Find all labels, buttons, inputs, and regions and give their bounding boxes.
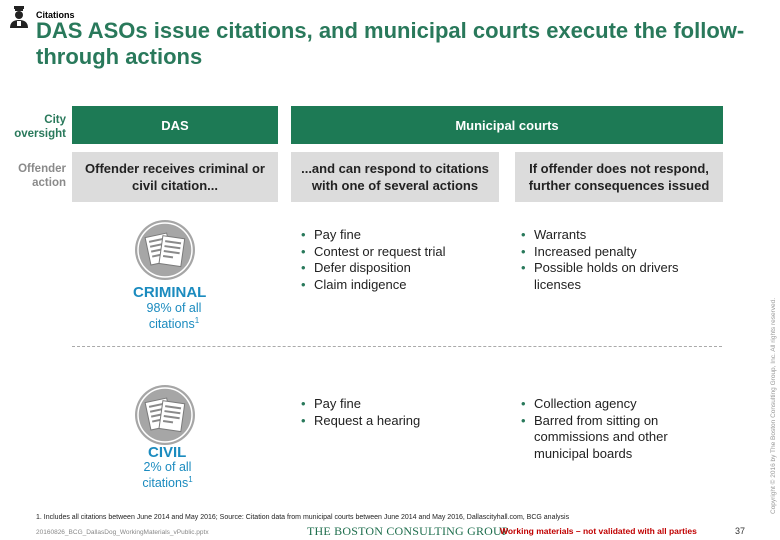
list-item: Possible holds on drivers licenses (520, 260, 720, 293)
document-icon (135, 385, 195, 445)
civil-footnote-ref: 1 (188, 474, 193, 484)
action-receive-text: Offender receives criminal or civil cita… (85, 161, 265, 193)
criminal-consequences-list: Warrants Increased penalty Possible hold… (520, 227, 720, 293)
working-materials-notice: Working materials – not validated with a… (500, 526, 697, 536)
list-item: Contest or request trial (300, 244, 500, 261)
list-item: Barred from sitting on commissions and o… (520, 413, 720, 463)
action-respond: ...and can respond to citations with one… (291, 152, 499, 202)
civil-title: CIVIL (148, 444, 187, 461)
row-label-city-oversight: City oversight (14, 114, 66, 140)
page-number: 37 (735, 526, 746, 536)
footnote: 1. Includes all citations between June 2… (36, 514, 570, 521)
list-item: Claim indigence (300, 277, 500, 294)
header-municipal-courts: Municipal courts (291, 106, 723, 144)
action-receive-citation: Offender receives criminal or civil cita… (72, 152, 278, 202)
file-name: 20160826_BCG_DallasDog_WorkingMaterials_… (36, 529, 209, 536)
row-label-offender-action: Offender action (18, 163, 66, 189)
tracker-label: Citations (36, 10, 75, 20)
criminal-title: CRIMINAL (133, 284, 207, 301)
header-courts-label: Municipal courts (455, 117, 559, 133)
section-divider (72, 346, 722, 347)
bcg-logo: THE BOSTON CONSULTING GROUP (307, 524, 509, 538)
civil-responses-list: Pay fine Request a hearing (300, 396, 500, 429)
header-das: DAS (72, 106, 278, 144)
action-respond-text: ...and can respond to citations with one… (301, 161, 489, 193)
list-item: Pay fine (300, 396, 500, 413)
criminal-share-text: 98% of all (146, 301, 202, 315)
criminal-share: 98% of all citations1 (130, 300, 218, 332)
action-no-response: If offender does not respond, further co… (515, 152, 723, 202)
criminal-responses-list: Pay fine Contest or request trial Defer … (300, 227, 500, 293)
list-item: Pay fine (300, 227, 500, 244)
criminal-share-text-2: citations (148, 317, 195, 331)
document-icon (135, 220, 195, 280)
list-item: Collection agency (520, 396, 720, 413)
civil-share: 2% of all citations1 (130, 459, 205, 491)
copyright-notice: Copyright © 2016 by The Boston Consultin… (770, 297, 777, 514)
action-no-response-text: If offender does not respond, further co… (528, 161, 710, 193)
criminal-footnote-ref: 1 (194, 315, 200, 325)
civil-share-text: 2% of all (143, 460, 192, 474)
list-item: Defer disposition (300, 260, 500, 277)
civil-consequences-list: Collection agency Barred from sitting on… (520, 396, 720, 462)
list-item: Increased penalty (520, 244, 720, 261)
header-das-label: DAS (161, 117, 189, 133)
person-icon (8, 6, 30, 32)
list-item: Warrants (520, 227, 720, 244)
civil-share-text-2: citations (142, 476, 189, 490)
section-tracker: Citations (8, 6, 75, 32)
list-item: Request a hearing (300, 413, 500, 430)
page-title: DAS ASOs issue citations, and municipal … (36, 18, 745, 69)
